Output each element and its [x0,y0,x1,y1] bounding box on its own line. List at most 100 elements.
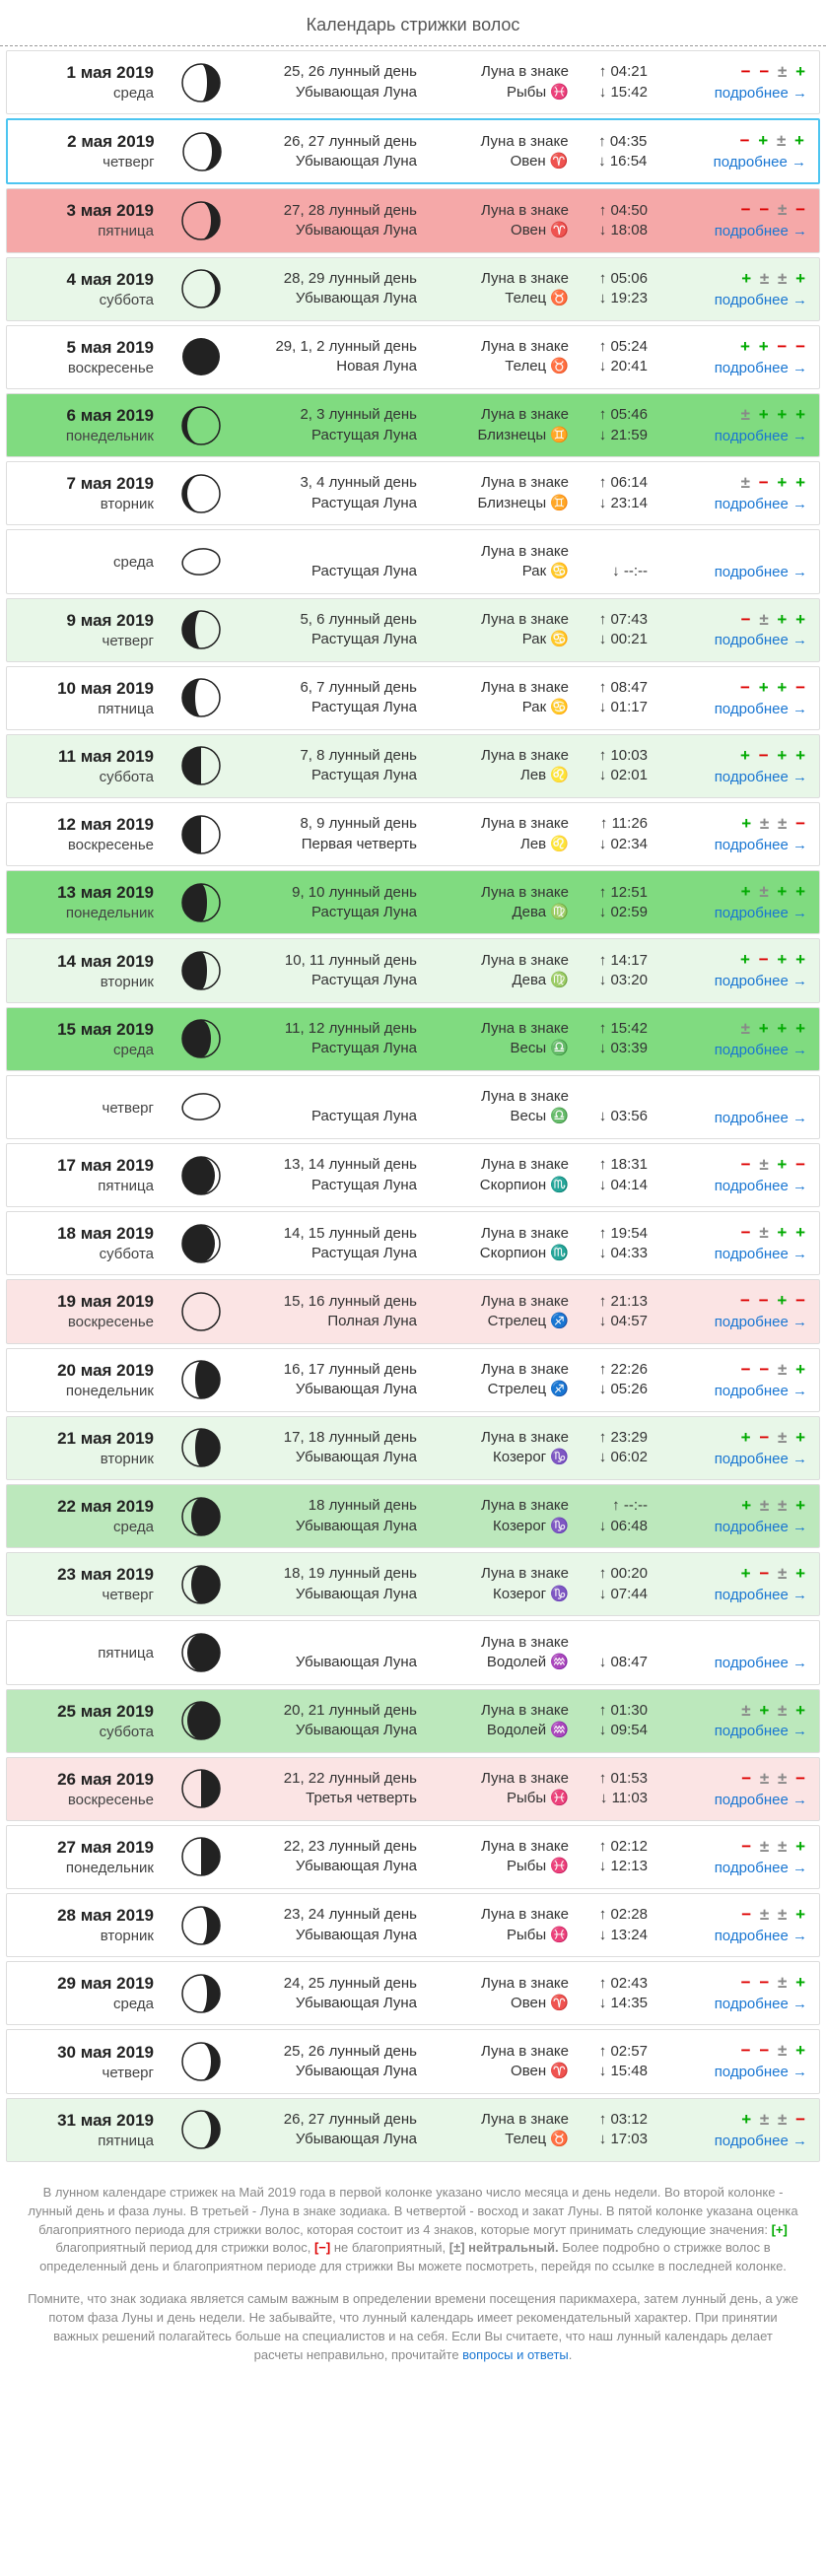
moon-in-sign-label: Луна в знаке [433,1564,569,1584]
lunar-cell: 26, 27 лунный день Убывающая Луна [231,2110,433,2150]
lunar-phase: Убывающая Луна [231,2130,417,2149]
rating-symbols [659,540,807,563]
lunar-day: 28, 29 лунный день [231,269,417,289]
details-link[interactable]: подробнее → [659,631,807,650]
zodiac-sign: Рак ♋ [433,562,569,581]
details-link[interactable]: подробнее → [659,427,807,446]
zodiac-sign: Дева ♍ [433,903,569,922]
details-link[interactable]: подробнее → [659,1995,807,2014]
details-link[interactable]: подробнее → [659,291,807,310]
moon-phase-icon [172,677,231,718]
footer-link[interactable]: вопросы и ответы [462,2347,569,2362]
moon-phase-icon [172,1496,231,1537]
details-link[interactable]: подробнее → [659,904,807,923]
calendar-row[interactable]: 11 мая 2019 суббота 7, 8 лунный день Рас… [6,734,820,798]
calendar-row[interactable]: 7 мая 2019 вторник 3, 4 лунный день Раст… [6,461,820,525]
lunar-day: 26, 27 лунный день [231,132,416,152]
moonrise-time: ↑ 04:50 [581,201,648,221]
moonrise-time: ↑ 14:17 [581,951,648,971]
details-link[interactable]: подробнее → [659,1177,807,1196]
date-value: 14 мая 2019 [19,952,154,972]
calendar-row[interactable]: 21 мая 2019 вторник 17, 18 лунный день У… [6,1416,820,1480]
calendar-row[interactable]: 2 мая 2019 четверг 26, 27 лунный день Уб… [6,118,820,184]
moon-in-sign-label: Луна в знаке [433,473,569,493]
details-link[interactable]: подробнее → [659,359,807,378]
calendar-row[interactable]: 1 мая 2019 среда 25, 26 лунный день Убыв… [6,50,820,114]
details-link[interactable]: подробнее → [659,563,807,582]
rating-symbols: ± + + + [659,1018,807,1041]
details-link[interactable]: подробнее → [659,1791,807,1810]
calendar-row[interactable]: четверг Растущая Луна Луна в знаке Весы … [6,1075,820,1139]
lunar-day: 14, 15 лунный день [231,1224,417,1244]
details-link[interactable]: подробнее → [659,2063,807,2082]
details-link[interactable]: подробнее → [659,1859,807,1878]
calendar-row[interactable]: 18 мая 2019 суббота 14, 15 лунный день Р… [6,1211,820,1275]
lunar-cell: 3, 4 лунный день Растущая Луна [231,473,433,513]
weekday-value: суббота [19,292,154,308]
details-link[interactable]: подробнее → [659,1313,807,1332]
calendar-row[interactable]: 23 мая 2019 четверг 18, 19 лунный день У… [6,1552,820,1616]
calendar-row[interactable]: 17 мая 2019 пятница 13, 14 лунный день Р… [6,1143,820,1207]
details-link[interactable]: подробнее → [659,1654,807,1673]
details-link[interactable]: подробнее → [659,1518,807,1537]
calendar-row[interactable]: 10 мая 2019 пятница 6, 7 лунный день Рас… [6,666,820,730]
weekday-value: понедельник [19,428,154,444]
lunar-cell: 15, 16 лунный день Полная Луна [231,1292,433,1332]
calendar-row[interactable]: 27 мая 2019 понедельник 22, 23 лунный де… [6,1825,820,1889]
calendar-row[interactable]: 19 мая 2019 воскресенье 15, 16 лунный де… [6,1279,820,1343]
calendar-row[interactable]: 22 мая 2019 среда 18 лунный день Убывающ… [6,1484,820,1548]
details-link[interactable]: подробнее → [659,836,807,855]
details-link[interactable]: подробнее → [659,495,807,514]
calendar-row[interactable]: 3 мая 2019 пятница 27, 28 лунный день Уб… [6,188,820,252]
calendar-row[interactable]: пятница Убывающая Луна Луна в знаке Водо… [6,1620,820,1684]
details-link[interactable]: подробнее → [659,700,807,719]
moonset-time: ↓ 18:08 [581,221,648,240]
details-link[interactable]: подробнее → [659,84,807,103]
lunar-day: 15, 16 лунный день [231,1292,417,1312]
calendar-row[interactable]: 25 мая 2019 суббота 20, 21 лунный день У… [6,1689,820,1753]
moon-phase-icon [172,336,231,377]
calendar-row[interactable]: 5 мая 2019 воскресенье 29, 1, 2 лунный д… [6,325,820,389]
details-link[interactable]: подробнее → [659,972,807,991]
moonrise-time: ↑ 02:57 [581,2042,648,2062]
calendar-row[interactable]: 29 мая 2019 среда 24, 25 лунный день Убы… [6,1961,820,2025]
calendar-row[interactable]: 6 мая 2019 понедельник 2, 3 лунный день … [6,393,820,457]
details-link[interactable]: подробнее → [659,1382,807,1401]
calendar-row[interactable]: 4 мая 2019 суббота 28, 29 лунный день Уб… [6,257,820,321]
calendar-row[interactable]: 13 мая 2019 понедельник 9, 10 лунный ден… [6,870,820,934]
details-link[interactable]: подробнее → [659,1722,807,1741]
calendar-row[interactable]: 15 мая 2019 среда 11, 12 лунный день Рас… [6,1007,820,1071]
calendar-row[interactable]: 12 мая 2019 воскресенье 8, 9 лунный день… [6,802,820,866]
moonrise-time: ↑ 02:43 [581,1974,648,1994]
sign-cell: Луна в знаке Рак ♋ [433,610,581,650]
lunar-phase: Убывающая Луна [231,83,417,102]
calendar-row[interactable]: среда Растущая Луна Луна в знаке Рак ♋ ↓… [6,529,820,593]
moonset-time: ↓ 15:42 [581,83,648,102]
zodiac-sign: Скорпион ♏ [433,1244,569,1263]
calendar-row[interactable]: 31 мая 2019 пятница 26, 27 лунный день У… [6,2098,820,2162]
rating-symbols: + ± ± − [659,813,807,836]
details-link[interactable]: подробнее → [659,768,807,787]
rating-cell: + − + + подробнее → [659,949,807,991]
details-link[interactable]: подробнее → [659,1245,807,1264]
weekday-value: воскресенье [19,1792,154,1808]
details-link[interactable]: подробнее → [659,1927,807,1946]
calendar-row[interactable]: 30 мая 2019 четверг 25, 26 лунный день У… [6,2029,820,2093]
details-link[interactable]: подробнее → [659,1450,807,1469]
details-link[interactable]: подробнее → [659,1586,807,1605]
details-link[interactable]: подробнее → [659,1041,807,1060]
date-cell: 20 мая 2019 понедельник [19,1361,172,1399]
details-link[interactable]: подробнее → [659,1109,807,1128]
calendar-row[interactable]: 14 мая 2019 вторник 10, 11 лунный день Р… [6,938,820,1002]
lunar-cell: 11, 12 лунный день Растущая Луна [231,1019,433,1059]
calendar-row[interactable]: 28 мая 2019 вторник 23, 24 лунный день У… [6,1893,820,1957]
details-link[interactable]: подробнее → [659,222,807,241]
time-cell: ↑ 07:43 ↓ 00:21 [581,610,659,650]
details-link[interactable]: подробнее → [658,153,806,172]
calendar-row[interactable]: 20 мая 2019 понедельник 16, 17 лунный де… [6,1348,820,1412]
details-link[interactable]: подробнее → [659,2132,807,2151]
time-cell: ↓ --:-- [581,542,659,582]
calendar-row[interactable]: 9 мая 2019 четверг 5, 6 лунный день Раст… [6,598,820,662]
calendar-row[interactable]: 26 мая 2019 воскресенье 21, 22 лунный де… [6,1757,820,1821]
moon-phase-icon [172,405,231,446]
